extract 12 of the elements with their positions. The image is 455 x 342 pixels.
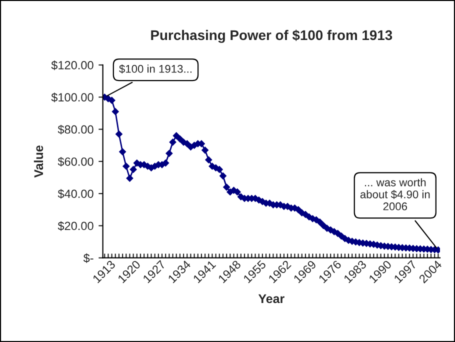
y-tick-label: $20.00 [58, 221, 94, 231]
chart-title: Purchasing Power of $100 from 1913 [151, 30, 392, 43]
y-tick-label: $100.00 [51, 92, 94, 102]
annotation: $100 in 1913... [119, 64, 192, 74]
y-tick-label: $80.00 [58, 124, 94, 134]
y-tick-label: $60.00 [58, 156, 94, 167]
y-tick-label: $40.00 [58, 189, 94, 199]
x-axis-title: Year [258, 294, 284, 304]
y-tick-label: $120.00 [51, 60, 94, 70]
annotation: ... was worth about $4.90 in 2006 [360, 178, 430, 210]
y-tick-label: $- [83, 253, 94, 263]
y-axis-title: Value [34, 146, 44, 178]
